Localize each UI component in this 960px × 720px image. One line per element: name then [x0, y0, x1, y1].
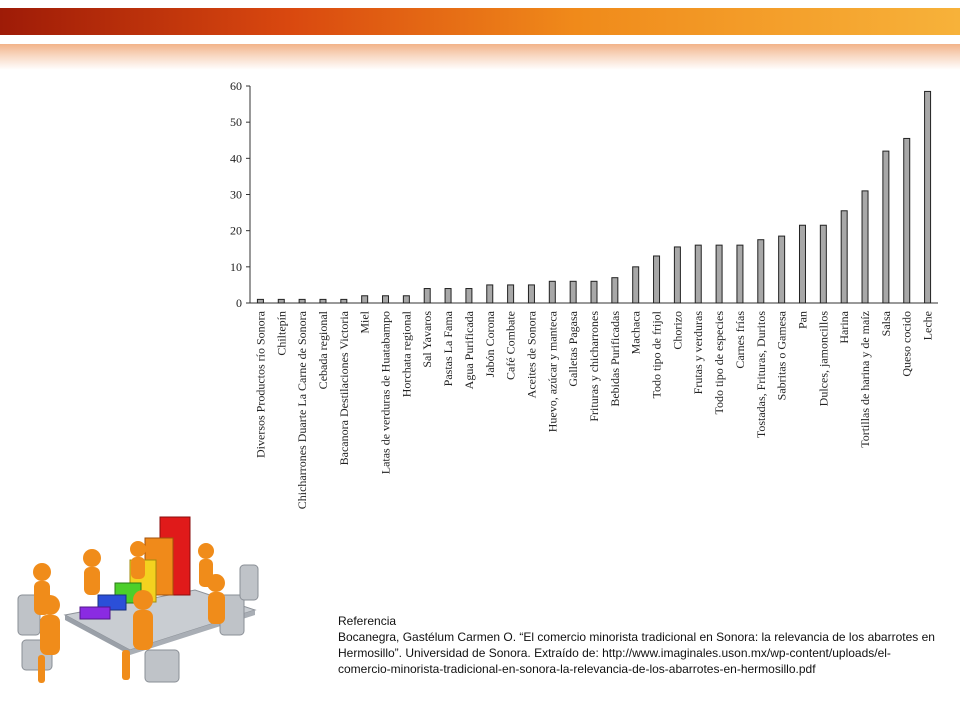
bar	[798, 224, 806, 304]
x-tick-label: Agua Purificada	[462, 310, 476, 389]
x-tick-label: Sal Yavaros	[420, 311, 434, 368]
reference-body: Bocanegra, Gastélum Carmen O. “El comerc…	[338, 630, 935, 676]
x-tick-label: Frutas y verduras	[691, 311, 705, 395]
bar	[819, 224, 827, 304]
x-tick-label: Harina	[837, 310, 851, 343]
bar	[486, 284, 494, 304]
bar	[423, 288, 431, 304]
bar	[694, 244, 702, 304]
x-tick-label: Salsa	[879, 310, 893, 336]
x-tick-label: Machaca	[629, 310, 643, 354]
bar	[444, 288, 452, 304]
x-tick-label: Frituras y chicharrones	[587, 311, 601, 422]
header-subband	[0, 44, 960, 70]
bar	[653, 255, 661, 304]
bar	[757, 239, 765, 304]
bar	[861, 190, 869, 304]
bar	[256, 298, 264, 304]
x-tick-label: Sabritas o Gamesa	[775, 310, 789, 400]
bar	[673, 246, 681, 304]
bar	[736, 244, 744, 304]
x-tick-label: Todo tipo de especies	[712, 311, 726, 415]
x-tick-label: Diversos Productos río Sonora	[253, 310, 267, 458]
x-tick-label: Bebidas Purificadas	[608, 311, 622, 407]
bar	[382, 295, 390, 304]
bar	[340, 298, 348, 304]
bar	[319, 298, 327, 304]
bar	[548, 280, 556, 304]
people	[33, 541, 225, 683]
bar	[298, 298, 306, 304]
y-tick-label: 30	[230, 188, 242, 202]
x-tick-label: Leche	[921, 311, 935, 340]
bar	[590, 280, 598, 304]
y-tick-label: 60	[230, 79, 242, 93]
x-tick-label: Tortillas de harina y de maíz	[858, 311, 872, 448]
x-tick-label: Café Combate	[504, 311, 518, 380]
y-tick-label: 50	[230, 115, 242, 129]
bar	[903, 137, 911, 304]
business-meeting-icon	[17, 516, 259, 683]
x-tick-label: Dulces, jamoncillos	[816, 311, 830, 407]
x-tick-label: Latas de verduras de Huatabampo	[379, 311, 393, 474]
bar	[402, 295, 410, 304]
bar	[778, 235, 786, 304]
x-tick-label: Tostadas, Frituras, Duritos	[754, 311, 768, 438]
bar	[611, 277, 619, 304]
x-tick-label: Chicharrones Duarte La Carne de Sonora	[295, 310, 309, 509]
y-tick-label: 20	[230, 224, 242, 238]
bar	[507, 284, 515, 304]
x-tick-label: Chorizo	[670, 311, 684, 350]
x-tick-label: Todo tipo de frijol	[650, 310, 664, 398]
x-tick-label: Aceites de Sonora	[524, 310, 538, 398]
bar	[277, 298, 285, 304]
x-tick-label: Carnes frías	[733, 311, 747, 369]
bar	[840, 210, 848, 304]
y-tick-label: 0	[236, 296, 242, 310]
header-band	[0, 8, 960, 35]
x-tick-label: Chiltepín	[274, 311, 288, 356]
bar	[569, 280, 577, 304]
bar	[924, 90, 932, 304]
bar	[715, 244, 723, 304]
bar	[527, 284, 535, 304]
bar-chart: 0 10 20 30 40 50 60 Diversos Productos río Sono…	[230, 79, 938, 509]
reference-block: Referencia Bocanegra, Gastélum Carmen O.…	[338, 613, 938, 677]
y-tick-label: 10	[230, 260, 242, 274]
bar	[465, 288, 473, 304]
x-tick-label: Cebada regional	[316, 310, 330, 389]
reference-heading: Referencia	[338, 614, 397, 628]
x-tick-label: Queso cocido	[900, 311, 914, 377]
bar	[361, 295, 369, 304]
x-tick-label: Huevo, azúcar y manteca	[545, 310, 559, 432]
bar	[632, 266, 640, 304]
x-tick-label: Jabón Corona	[483, 310, 497, 377]
x-tick-label: Bacanora Destilaciones Victoria	[337, 310, 351, 465]
bar	[882, 150, 890, 304]
x-tick-label: Pan	[795, 311, 809, 329]
x-tick-label: Miel	[358, 310, 372, 333]
x-tick-label: Pastas La Fama	[441, 310, 455, 386]
x-tick-label: Galletas Pagasa	[566, 310, 580, 386]
x-tick-label: Horchata regional	[399, 310, 413, 397]
y-tick-label: 40	[230, 151, 242, 165]
